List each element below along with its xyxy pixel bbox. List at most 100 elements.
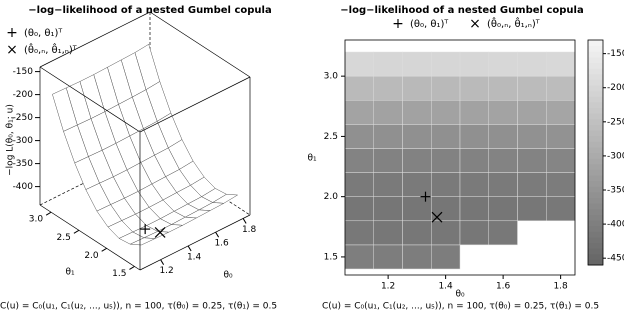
level-cell <box>431 244 461 270</box>
colorbar-step <box>588 130 603 137</box>
y-tick <box>101 247 107 252</box>
y-tick-label: 2.5 <box>57 233 71 243</box>
level-cell <box>546 51 576 77</box>
colorbar-step <box>588 79 603 86</box>
point-marker <box>154 227 166 238</box>
level-cell <box>488 196 518 222</box>
box-edge <box>139 214 251 271</box>
z-tick-label: -350 <box>13 159 34 169</box>
colorbar-step <box>588 186 603 193</box>
box-edge <box>39 11 151 68</box>
level-cell <box>488 172 518 197</box>
legend-label: (θ₀, θ₁)ᵀ <box>24 28 62 39</box>
colorbar-step <box>588 242 603 249</box>
level-cell <box>488 75 518 101</box>
level-cell <box>344 51 374 77</box>
colorbar-step <box>588 259 603 266</box>
caption: C(u) = C₀(u₁, C₁(u₂, ..., u₅)), n = 100,… <box>0 302 277 310</box>
y-tick-label: 2.5 <box>324 132 338 142</box>
y-tick <box>73 229 80 234</box>
x-tick <box>215 231 220 238</box>
level-cell <box>459 124 489 149</box>
colorbar-step <box>588 124 603 131</box>
colorbar-step <box>588 85 603 92</box>
x-axis-label: θ₀ <box>455 290 465 300</box>
level-cell <box>546 148 576 173</box>
x-tick <box>160 259 165 265</box>
level-cell <box>517 75 547 101</box>
level-cell <box>373 244 403 270</box>
level-cell <box>402 148 432 173</box>
colorbar-step <box>588 107 603 114</box>
colorbar-step <box>588 180 603 187</box>
level-cell <box>402 100 432 125</box>
z-tick-label: -200 <box>13 90 34 100</box>
level-cell <box>459 172 489 197</box>
point-marker <box>431 211 443 223</box>
colorbar-step <box>588 225 603 232</box>
box-edge <box>39 66 141 133</box>
colorbar-step <box>588 191 603 198</box>
level-cell <box>402 75 432 101</box>
x-tick-label: 1.6 <box>496 282 511 292</box>
y-tick-label: 1.5 <box>324 252 338 262</box>
y-axis-label: θ₁ <box>307 154 317 164</box>
level-cell <box>373 172 403 197</box>
z-tick-label: -150 <box>13 67 34 77</box>
surface-facet <box>129 237 157 246</box>
level-cell <box>488 51 518 77</box>
level-cell <box>459 75 489 101</box>
colorbar-step <box>588 62 603 69</box>
legend-symbol: + <box>392 16 404 32</box>
colorbar-step <box>588 152 603 159</box>
y-tick-label: 1.5 <box>112 269 126 279</box>
level-cell <box>459 100 489 125</box>
colorbar-tick-label: -150 <box>607 49 624 59</box>
level-cell <box>459 196 489 222</box>
level-cell <box>517 148 547 173</box>
colorbar-step <box>588 101 603 108</box>
level-cell <box>402 51 432 77</box>
colorbar-tick-label: -400 <box>607 220 624 230</box>
level-cell <box>402 244 432 270</box>
y-tick-label: 2.0 <box>324 192 339 202</box>
colorbar-step <box>588 214 603 221</box>
x-tick-label: 1.4 <box>187 252 202 262</box>
level-cell <box>517 100 547 125</box>
x-tick-label: 1.2 <box>159 266 173 276</box>
level-cell <box>402 172 432 197</box>
colorbar-step <box>588 73 603 80</box>
x-tick <box>242 218 247 224</box>
x-tick-label: 1.6 <box>214 239 229 249</box>
colorbar-step <box>588 248 603 255</box>
level-cell <box>517 172 547 197</box>
level-cell <box>373 124 403 149</box>
caption: C(u) = C₀(u₁, C₁(u₂, ..., u₅)), n = 100,… <box>322 302 599 310</box>
level-cell <box>344 124 374 149</box>
legend-label: (θ̂₀,ₙ, θ̂₁,ₙ)ᵀ <box>487 16 540 30</box>
colorbar-tick-label: -450 <box>607 254 624 264</box>
x-tick-label: 1.2 <box>381 282 395 292</box>
level-cell <box>344 75 374 101</box>
level-cell <box>546 172 576 197</box>
level-cell <box>373 51 403 77</box>
colorbar-step <box>588 113 603 120</box>
colorbar-step <box>588 208 603 215</box>
colorbar-step <box>588 220 603 227</box>
x-axis-label: θ₀ <box>223 271 233 281</box>
colorbar-step <box>588 56 603 63</box>
level-cell <box>459 220 489 246</box>
level-cell <box>402 196 432 222</box>
level-cell <box>373 148 403 173</box>
level-cell <box>459 51 489 77</box>
level-cell <box>402 124 432 149</box>
level-cell <box>344 100 374 125</box>
colorbar-step <box>588 197 603 204</box>
colorbar-step <box>588 51 603 58</box>
level-cell <box>373 75 403 101</box>
colorbar-step <box>588 90 603 97</box>
legend-symbol: × <box>469 16 481 32</box>
colorbar-step <box>588 253 603 260</box>
level-cell <box>517 124 547 149</box>
y-axis-label: θ₁ <box>65 268 75 278</box>
